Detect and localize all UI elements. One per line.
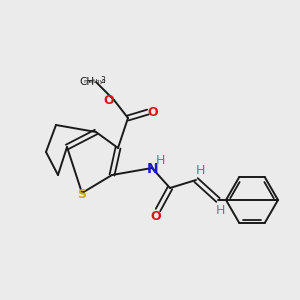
Text: S: S (77, 188, 86, 202)
Text: methyl: methyl (83, 79, 105, 83)
Text: O: O (151, 211, 161, 224)
Text: N: N (147, 162, 159, 176)
Text: H: H (195, 164, 205, 178)
Text: H: H (215, 205, 225, 218)
Text: O: O (148, 106, 158, 118)
Text: 3: 3 (100, 76, 105, 85)
Text: H: H (155, 154, 165, 166)
Text: O: O (104, 94, 114, 106)
Text: CH: CH (80, 77, 95, 87)
